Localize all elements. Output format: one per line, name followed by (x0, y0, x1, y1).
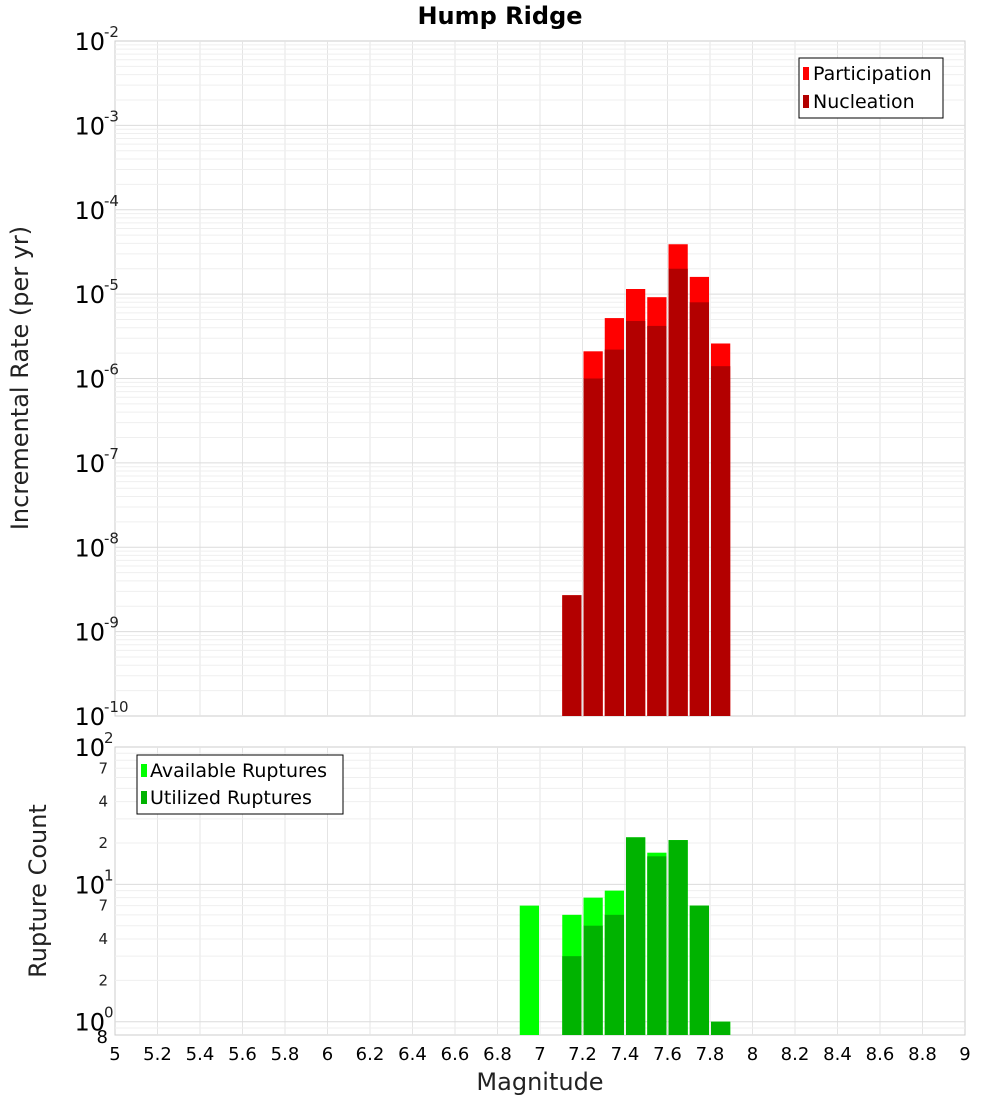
count-bar-utilized-ruptures (711, 1021, 731, 1035)
count-y-tick-base: 10 (74, 734, 105, 762)
rate-bar-nucleation (668, 268, 688, 716)
count-bar-utilized-ruptures (583, 925, 603, 1035)
count-plot-legend: Available Ruptures Utilized Ruptures (136, 754, 344, 815)
rate-bar-nucleation (689, 302, 709, 716)
x-tick-label: 7 (534, 1044, 545, 1065)
count-plot-y-axis-label: Rupture Count (24, 804, 52, 978)
x-tick-label: 7.8 (696, 1044, 725, 1065)
rate-y-tick-exponent: -9 (104, 614, 119, 632)
count-bar-utilized-ruptures (562, 956, 582, 1035)
x-tick-label: 8.6 (866, 1044, 895, 1065)
x-tick-label: 6.2 (356, 1044, 385, 1065)
rate-y-tick-exponent: -7 (104, 445, 119, 463)
count-bar-utilized-ruptures (626, 837, 646, 1035)
rate-y-tick-base: 10 (74, 366, 105, 394)
x-tick-label: 6.8 (483, 1044, 512, 1065)
count-y-tick-base: 10 (74, 1009, 105, 1037)
x-tick-label: 8.4 (823, 1044, 852, 1065)
rate-bar-nucleation (626, 321, 646, 716)
rate-y-tick-base: 10 (74, 197, 105, 225)
x-tick-label: 5.4 (186, 1044, 215, 1065)
count-y-tick-exponent: 0 (104, 1004, 114, 1022)
count-bar-utilized-ruptures (689, 905, 709, 1035)
x-tick-label: 8.8 (908, 1044, 937, 1065)
x-tick-label: 7.6 (653, 1044, 682, 1065)
rate-bar-nucleation (604, 349, 624, 716)
x-tick-label: 5.2 (143, 1044, 172, 1065)
legend-label-nucleation: Nucleation (813, 91, 915, 113)
rate-bar-nucleation (647, 325, 667, 716)
count-y-tick-base: 10 (74, 871, 105, 899)
count-y-bottom-tick-label: 8 (97, 1027, 108, 1048)
count-y-minor-tick-label: 4 (98, 793, 108, 811)
count-y-minor-tick-label: 4 (98, 930, 108, 948)
x-tick-label: 8.2 (781, 1044, 810, 1065)
rate-y-tick-exponent: -10 (104, 698, 129, 716)
count-bar-available-ruptures (519, 905, 539, 1035)
x-tick-label: 6.6 (441, 1044, 470, 1065)
rate-y-tick-exponent: -5 (104, 276, 119, 294)
count-y-minor-tick-label: 2 (98, 834, 108, 852)
rate-bar-nucleation (711, 366, 731, 716)
rate-bar-nucleation (562, 595, 582, 716)
legend-swatch-utilized (141, 791, 147, 804)
rate-y-tick-exponent: -8 (104, 529, 119, 547)
rate-y-tick-base: 10 (74, 703, 105, 731)
x-tick-label: 5.6 (228, 1044, 257, 1065)
rate-plot-gridlines (115, 41, 965, 716)
rate-bar-nucleation (583, 378, 603, 716)
rate-plot-legend: Participation Nucleation (798, 57, 944, 119)
chart-title: Hump Ridge (417, 2, 582, 30)
legend-swatch-available (141, 764, 147, 777)
legend-label-participation: Participation (813, 63, 932, 85)
count-plot-bars (519, 837, 731, 1035)
rate-plot-legend-box (798, 57, 944, 119)
rate-plot-y-axis-label: Incremental Rate (per yr) (6, 226, 34, 530)
rate-y-tick-base: 10 (74, 281, 105, 309)
x-tick-label: 8 (747, 1044, 758, 1065)
legend-swatch-nucleation (803, 95, 809, 108)
legend-label-utilized: Utilized Ruptures (150, 787, 312, 809)
x-tick-label: 6.4 (398, 1044, 427, 1065)
x-tick-label: 6 (322, 1044, 333, 1065)
rate-y-tick-exponent: -2 (104, 23, 119, 41)
rate-y-tick-base: 10 (74, 619, 105, 647)
x-axis-ticks: 5 5.2 5.4 5.6 5.8 6 6.2 6.4 6.6 6.8 7 7.2 7.4 7.6 7.8 8… (109, 1044, 970, 1065)
legend-label-available: Available Ruptures (150, 760, 327, 782)
x-tick-label: 7.2 (568, 1044, 597, 1065)
x-axis-label: Magnitude (476, 1068, 603, 1096)
x-tick-label: 7.4 (611, 1044, 640, 1065)
rate-y-tick-base: 10 (74, 28, 105, 56)
count-y-minor-tick-label: 7 (98, 759, 108, 777)
x-tick-label: 5.8 (271, 1044, 300, 1065)
count-bar-utilized-ruptures (604, 914, 624, 1035)
rate-plot-bars (562, 244, 731, 717)
rate-y-tick-base: 10 (74, 534, 105, 562)
x-tick-label: 9 (959, 1044, 970, 1065)
rate-y-tick-exponent: -4 (104, 192, 119, 210)
count-y-tick-exponent: 1 (104, 866, 114, 884)
count-y-tick-exponent: 2 (104, 729, 114, 747)
x-tick-label: 5 (109, 1044, 120, 1065)
legend-swatch-participation (803, 67, 809, 80)
count-bar-utilized-ruptures (668, 840, 688, 1035)
count-bar-utilized-ruptures (647, 856, 667, 1035)
count-plot-legend-box (136, 754, 344, 815)
count-y-minor-tick-label: 2 (98, 971, 108, 989)
rate-y-tick-exponent: -3 (104, 107, 119, 125)
count-y-minor-tick-label: 7 (98, 897, 108, 915)
rate-y-tick-base: 10 (74, 450, 105, 478)
rate-y-tick-base: 10 (74, 112, 105, 140)
rate-y-tick-exponent: -6 (104, 361, 119, 379)
